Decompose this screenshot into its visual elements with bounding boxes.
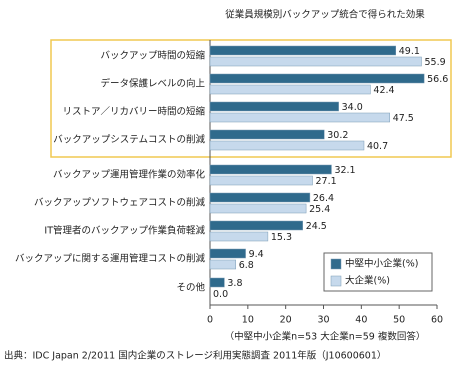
source: 出典：IDC Japan 2/2011 国内企業のストレージ利用実態調査 201…: [4, 350, 386, 362]
highlight-box: [50, 39, 452, 158]
bar: [209, 192, 311, 203]
bar: [209, 164, 332, 175]
x-tick-label: 10: [242, 315, 254, 326]
value-label: 27.1: [316, 176, 337, 187]
bar: [209, 56, 422, 67]
bar: [209, 203, 307, 214]
x-tick-label: 30: [317, 315, 329, 326]
legend-label: 大企業(%): [345, 275, 390, 287]
bar: [209, 140, 365, 151]
value-label: 24.5: [306, 221, 327, 232]
bar: [209, 84, 371, 95]
value-label: 32.1: [334, 165, 355, 176]
chart-title: 従業員規模別バックアップ統合で得られた効果: [225, 9, 425, 21]
value-label: 47.5: [393, 113, 414, 124]
value-label: 40.7: [367, 141, 388, 152]
x-tick-label: 50: [393, 315, 405, 326]
bar: [209, 248, 246, 259]
bar: [209, 45, 397, 56]
x-tick-label: 20: [280, 315, 292, 326]
category-label: バックアップソフトウェアコストの削減: [34, 197, 206, 209]
value-label: 26.4: [313, 193, 334, 204]
value-label: 6.8: [239, 260, 254, 271]
legend-box: [323, 252, 433, 292]
bar: [209, 277, 225, 288]
legend-label: 中堅中小企業(%): [345, 258, 418, 270]
bar: [209, 101, 339, 112]
legend-swatch: [330, 258, 342, 270]
bar: [209, 259, 236, 270]
bar: [209, 73, 425, 84]
value-label: 25.4: [309, 204, 330, 215]
category-label: バックアップ運用管理作業の効率化: [53, 169, 206, 181]
value-label: 15.3: [271, 232, 292, 243]
value-label: 0.0: [213, 289, 228, 300]
value-label: 49.1: [399, 46, 420, 57]
value-label: 42.4: [373, 85, 394, 96]
value-label: 9.4: [249, 249, 264, 260]
category-label: バックアップに関する運用管理コストの削減: [15, 253, 206, 265]
value-label: 34.0: [342, 102, 363, 113]
category-label: バックアップ時間の短縮: [100, 50, 205, 62]
bar: [209, 220, 303, 231]
value-label: 56.6: [427, 74, 448, 85]
note: （中堅中小企業n=53 大企業n=59 複数回答）: [225, 331, 426, 343]
legend-swatch: [330, 275, 342, 287]
value-label: 3.8: [227, 278, 242, 289]
bar: [209, 129, 325, 140]
x-tick-label: 60: [431, 315, 443, 326]
value-label: 55.9: [424, 57, 445, 68]
category-label: その他: [176, 282, 205, 294]
value-label: 30.2: [327, 130, 348, 141]
category-label: リストア／リカバリー時間の短縮: [62, 106, 205, 118]
x-tick-label: 0: [207, 315, 213, 326]
bar: [209, 112, 390, 123]
category-label: IT管理者のバックアップ作業負荷軽減: [44, 225, 205, 237]
category-label: データ保護レベルの向上: [100, 78, 205, 90]
x-tick-label: 40: [355, 315, 367, 326]
bar: [209, 231, 269, 242]
bar: [209, 175, 313, 186]
category-label: バックアップシステムコストの削減: [53, 134, 205, 146]
